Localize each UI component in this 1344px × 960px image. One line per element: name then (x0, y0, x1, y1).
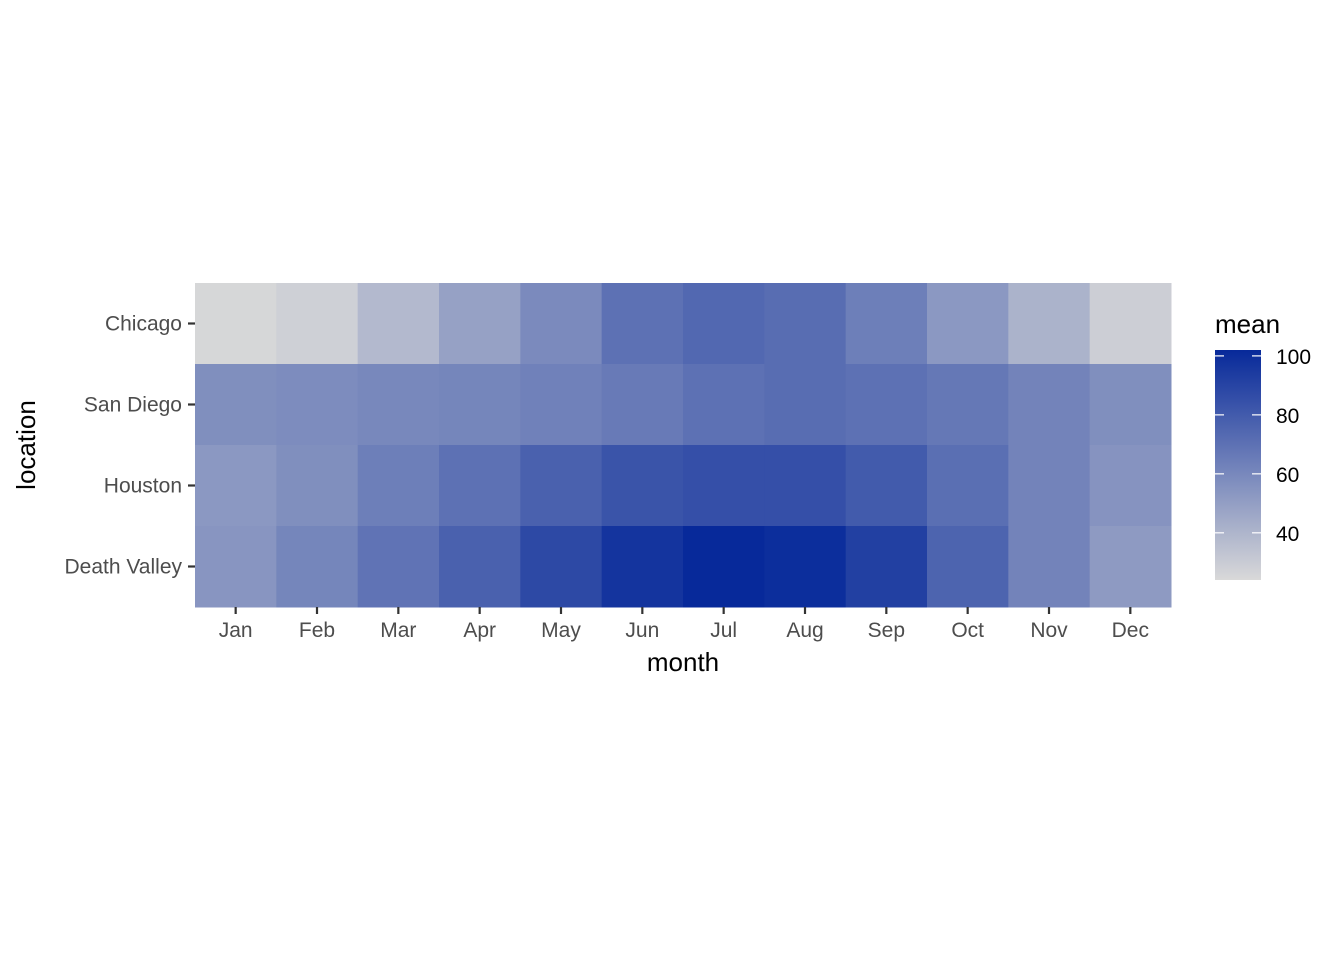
heatmap-cell (520, 445, 603, 527)
x-tick-label: Aug (786, 619, 823, 642)
heatmap-cell (520, 526, 603, 608)
heatmap-cell (276, 526, 359, 608)
x-tick-label: May (541, 619, 581, 642)
heatmap-cell (845, 283, 928, 365)
heatmap-cell (1008, 445, 1091, 527)
heatmap-cell (683, 526, 765, 608)
heatmap-cell (276, 364, 359, 446)
heatmap-cell (764, 283, 847, 365)
heatmap-cell (927, 364, 1009, 446)
heatmap-cell (1089, 364, 1172, 446)
legend-tick-label: 60 (1276, 464, 1299, 487)
heatmap-cell (1008, 283, 1091, 365)
heatmap-cell (683, 283, 765, 365)
x-tick-label: Jul (710, 619, 737, 642)
x-tick-label: Jan (219, 619, 253, 642)
y-tick-label: Death Valley (64, 556, 182, 579)
heatmap-cell (357, 526, 440, 608)
heatmap-cell (927, 445, 1009, 527)
heatmap-cell (195, 283, 277, 365)
heatmap-cell (195, 526, 277, 608)
heatmap-cell (195, 364, 277, 446)
x-tick-label: Jun (625, 619, 659, 642)
x-tick-label: Oct (951, 619, 984, 642)
heatmap-cell (764, 364, 847, 446)
x-tick-label: Apr (463, 619, 496, 642)
heatmap-cell (357, 364, 440, 446)
y-tick-label: Houston (104, 475, 182, 498)
heatmap-cell (601, 283, 684, 365)
legend-title: mean (1215, 309, 1280, 339)
legend-tick-label: 80 (1276, 405, 1299, 428)
heatmap-cell (601, 526, 684, 608)
heatmap-cell (601, 445, 684, 527)
color-legend: mean 40 60 80 100 (1215, 309, 1311, 580)
legend-tick-label: 40 (1276, 523, 1299, 546)
x-tick-label: Mar (380, 619, 416, 642)
legend-color-bar (1215, 350, 1261, 580)
heatmap-cell (764, 526, 847, 608)
heatmap-cell (439, 364, 521, 446)
heatmap-cell (845, 364, 928, 446)
heatmap-cell (1089, 283, 1172, 365)
heatmap-cells (195, 283, 1172, 608)
x-tick-label: Feb (299, 619, 335, 642)
legend-tick-label: 100 (1276, 346, 1311, 369)
heatmap-cell (683, 364, 765, 446)
y-tick-label: San Diego (84, 394, 182, 417)
heatmap-cell (276, 445, 359, 527)
x-tick-label: Sep (868, 619, 905, 642)
heatmap-cell (683, 445, 765, 527)
heatmap-cell (439, 445, 521, 527)
heatmap-cell (357, 283, 440, 365)
heatmap-cell (845, 445, 928, 527)
heatmap-cell (1008, 526, 1091, 608)
heatmap-cell (927, 526, 1009, 608)
heatmap-cell (439, 283, 521, 365)
x-tick-label: Nov (1030, 619, 1068, 642)
y-axis-title: location (11, 400, 41, 490)
heatmap-cell (927, 283, 1009, 365)
y-axis: Chicago San Diego Houston Death Valley (64, 313, 195, 579)
heatmap-cell (439, 526, 521, 608)
heatmap-cell (520, 364, 603, 446)
heatmap-cell (276, 283, 359, 365)
y-tick-label: Chicago (105, 313, 182, 336)
heatmap-cell (1089, 526, 1172, 608)
x-axis: Jan Feb Mar Apr May Jun Jul Aug Sep Oct Nov Dec (219, 607, 1149, 642)
heatmap-cell (1008, 364, 1091, 446)
heatmap-cell (845, 526, 928, 608)
x-tick-label: Dec (1112, 619, 1149, 642)
heatmap-cell (195, 445, 277, 527)
x-axis-title: month (647, 647, 719, 677)
heatmap-cell (520, 283, 603, 365)
heatmap-cell (357, 445, 440, 527)
heatmap-cell (1089, 445, 1172, 527)
heatmap-cell (764, 445, 847, 527)
heatmap-cell (601, 364, 684, 446)
